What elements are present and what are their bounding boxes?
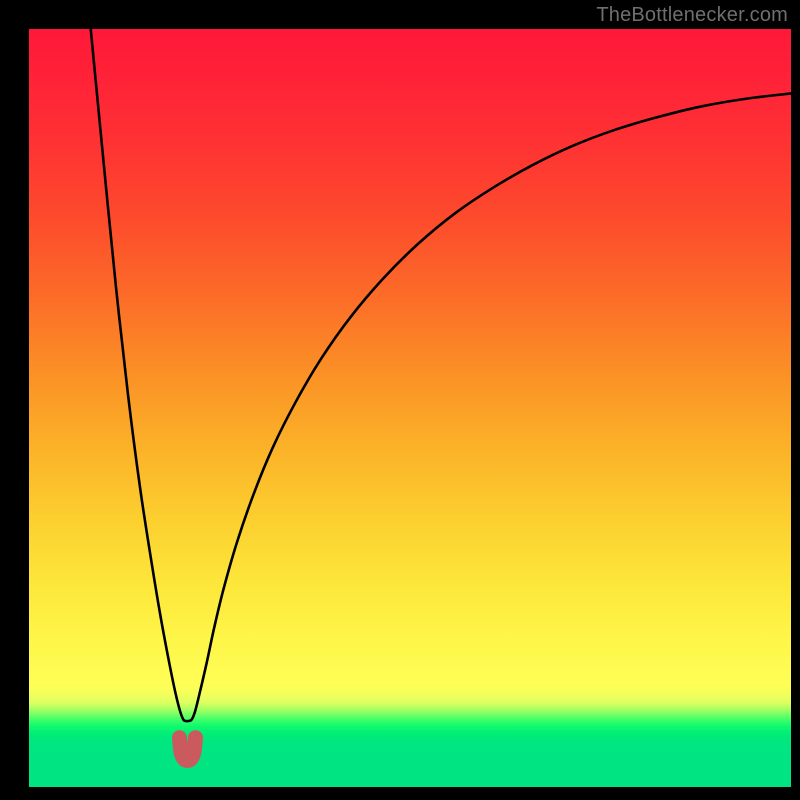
chart-background: [29, 29, 791, 787]
chart-frame: TheBottlenecker.com: [0, 0, 800, 800]
chart-svg: [29, 29, 791, 787]
watermark-text: TheBottlenecker.com: [596, 4, 788, 27]
plot-area: [29, 29, 791, 787]
